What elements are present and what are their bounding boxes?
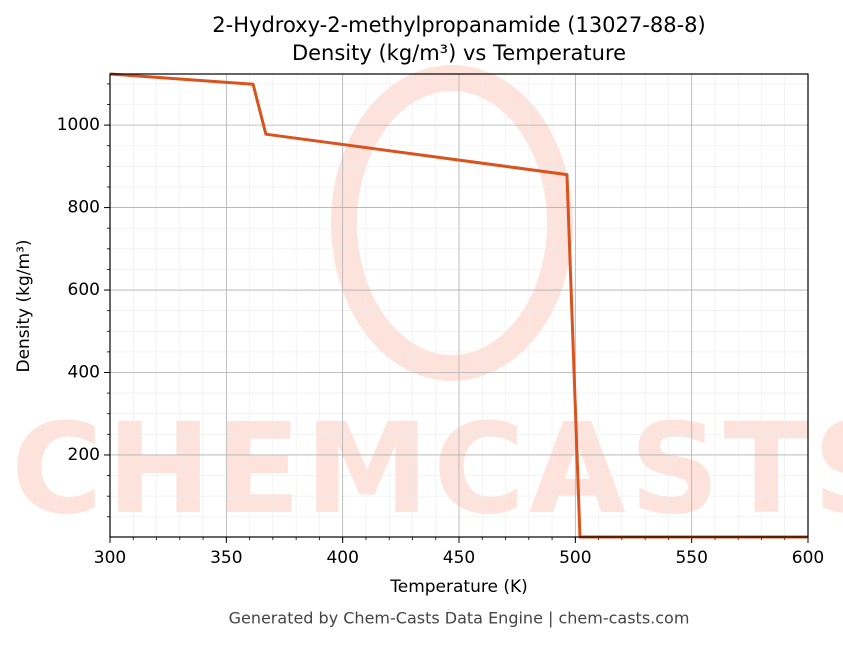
- watermark-logo: [331, 65, 573, 381]
- y-tick-label: 600: [68, 280, 100, 300]
- x-tick-label: 400: [326, 548, 358, 568]
- x-tick-label: 550: [675, 548, 707, 568]
- watermark: CHEMCASTS: [11, 397, 843, 542]
- y-axis-label: Density (kg/m³): [14, 239, 34, 372]
- x-tick-label: 350: [210, 548, 242, 568]
- x-tick-label: 300: [94, 548, 126, 568]
- chart-title: 2-Hydroxy-2-methylpropanamide (13027-88-…: [212, 13, 705, 37]
- footer: Generated by Chem-Casts Data Engine | ch…: [229, 609, 690, 628]
- x-axis-label: Temperature (K): [389, 577, 528, 597]
- y-tick-label: 1000: [57, 115, 100, 135]
- y-tick-label: 400: [68, 362, 100, 382]
- x-tick-label: 500: [559, 548, 591, 568]
- x-tick-label: 600: [792, 548, 824, 568]
- plot-frame: [109, 73, 809, 538]
- chart-subtitle: Density (kg/m³) vs Temperature: [292, 41, 626, 65]
- x-tick-label: 450: [443, 548, 475, 568]
- y-tick-label: 800: [68, 198, 100, 218]
- y-tick-label: 200: [68, 445, 100, 465]
